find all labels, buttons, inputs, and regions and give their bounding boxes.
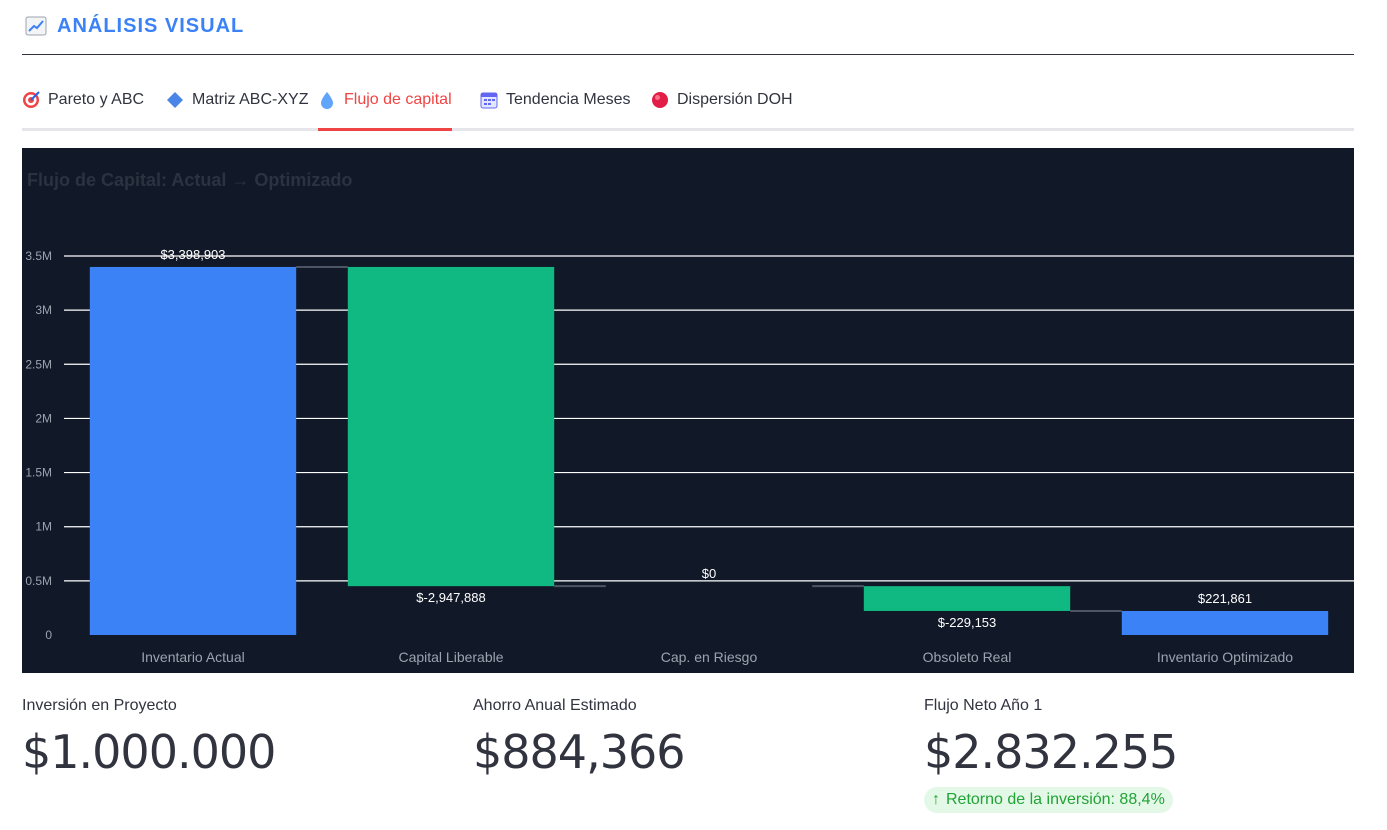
- data-label: $-2,947,888: [416, 590, 485, 605]
- y-tick-label: 3M: [35, 303, 52, 317]
- x-tick-label: Inventario Actual: [141, 649, 245, 665]
- diamond-icon: [167, 92, 183, 108]
- data-label: $-229,153: [938, 615, 997, 630]
- metric-flujo-neto: Flujo Neto Año 1 $2.832.255: [924, 697, 1178, 779]
- x-tick-label: Capital Liberable: [398, 649, 503, 665]
- droplet-icon: [321, 92, 333, 109]
- waterfall-bar: [89, 266, 297, 635]
- tab-label: Tendencia Meses: [506, 91, 631, 108]
- target-icon: [23, 91, 40, 108]
- metric-inversion: Inversión en Proyecto $1.000.000: [22, 697, 276, 779]
- chart-title: Flujo de Capital: Actual → Optimizado: [27, 170, 352, 190]
- y-tick-label: 2.5M: [25, 357, 52, 371]
- arrow-up-icon: ↑: [932, 791, 940, 808]
- y-tick-label: 1.5M: [25, 466, 52, 480]
- x-tick-label: Obsoleto Real: [923, 649, 1012, 665]
- delta-text: Retorno de la inversión: 88,4%: [946, 791, 1165, 808]
- metric-value: $2.832.255: [924, 725, 1178, 779]
- y-tick-label: 1M: [35, 520, 52, 534]
- x-tick-label: Cap. en Riesgo: [661, 649, 758, 665]
- waterfall-bar: [863, 586, 1071, 611]
- data-label: $221,861: [1198, 591, 1252, 606]
- data-label: $3,398,903: [160, 247, 225, 262]
- metric-label: Ahorro Anual Estimado: [473, 697, 637, 714]
- metric-label: Flujo Neto Año 1: [924, 697, 1043, 714]
- metric-value: $1.000.000: [22, 725, 276, 779]
- metric-delta-badge: ↑ Retorno de la inversión: 88,4%: [924, 787, 1173, 813]
- tab-bar: Pareto y ABC Matriz ABC-XYZ Flujo de cap…: [22, 84, 1354, 131]
- section-header: ANÁLISIS VISUAL: [22, 12, 1354, 55]
- data-label: $0: [702, 566, 716, 581]
- waterfall-chart: Flujo de Capital: Actual → Optimizado $3…: [22, 148, 1354, 673]
- chart-trend-icon: [25, 16, 47, 36]
- tab-label: Flujo de capital: [344, 91, 452, 108]
- metric-label: Inversión en Proyecto: [22, 697, 177, 714]
- calendar-icon: [480, 92, 498, 109]
- metric-value: $884,366: [473, 725, 685, 779]
- tab-flujo-capital[interactable]: Flujo de capital: [318, 84, 452, 131]
- red-circle-icon: [652, 92, 668, 108]
- tab-pareto-abc[interactable]: Pareto y ABC: [22, 84, 144, 128]
- waterfall-bar: [347, 266, 555, 587]
- tab-label: Matriz ABC-XYZ: [192, 91, 309, 108]
- y-tick-label: 2M: [35, 411, 52, 425]
- section-title: ANÁLISIS VISUAL: [57, 15, 245, 37]
- tab-tendencia-meses[interactable]: Tendencia Meses: [480, 84, 631, 128]
- waterfall-bar: [1121, 610, 1329, 635]
- y-tick-label: 3.5M: [25, 249, 52, 263]
- tab-dispersion-doh[interactable]: Dispersión DOH: [651, 84, 793, 128]
- metric-ahorro: Ahorro Anual Estimado $884,366: [473, 697, 685, 779]
- x-tick-label: Inventario Optimizado: [1157, 649, 1293, 665]
- tab-label: Dispersión DOH: [677, 91, 793, 108]
- tab-matriz-abc-xyz[interactable]: Matriz ABC-XYZ: [166, 84, 308, 128]
- y-tick-label: 0.5M: [25, 574, 52, 588]
- tab-label: Pareto y ABC: [48, 91, 145, 108]
- y-tick-label: 0: [45, 628, 52, 642]
